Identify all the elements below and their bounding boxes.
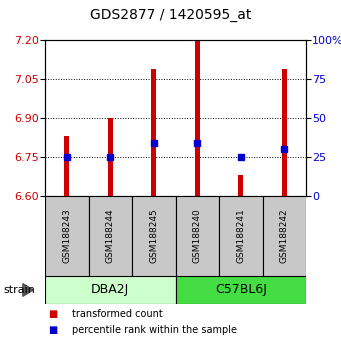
Text: DBA2J: DBA2J — [91, 284, 129, 297]
Bar — [45, 196, 89, 276]
Bar — [263, 196, 306, 276]
Text: GDS2877 / 1420595_at: GDS2877 / 1420595_at — [90, 8, 251, 22]
Text: GSM188240: GSM188240 — [193, 209, 202, 263]
Text: C57BL6J: C57BL6J — [215, 284, 267, 297]
Bar — [282, 69, 287, 196]
Bar — [151, 69, 157, 196]
Bar — [132, 196, 176, 276]
Text: GSM188241: GSM188241 — [236, 209, 245, 263]
Text: ■: ■ — [48, 325, 58, 335]
Bar — [45, 276, 176, 304]
Text: transformed count: transformed count — [72, 309, 163, 319]
Text: percentile rank within the sample: percentile rank within the sample — [72, 325, 237, 335]
Text: GSM188243: GSM188243 — [62, 209, 71, 263]
Text: GSM188245: GSM188245 — [149, 209, 158, 263]
Bar — [238, 175, 243, 196]
Text: strain: strain — [3, 285, 35, 295]
Bar — [219, 196, 263, 276]
Bar — [108, 118, 113, 196]
Bar — [89, 196, 132, 276]
Bar — [176, 196, 219, 276]
Text: GSM188242: GSM188242 — [280, 209, 289, 263]
Text: GSM188244: GSM188244 — [106, 209, 115, 263]
Bar — [64, 136, 69, 196]
Text: ■: ■ — [48, 309, 58, 319]
Bar — [195, 40, 200, 196]
Bar — [176, 276, 306, 304]
